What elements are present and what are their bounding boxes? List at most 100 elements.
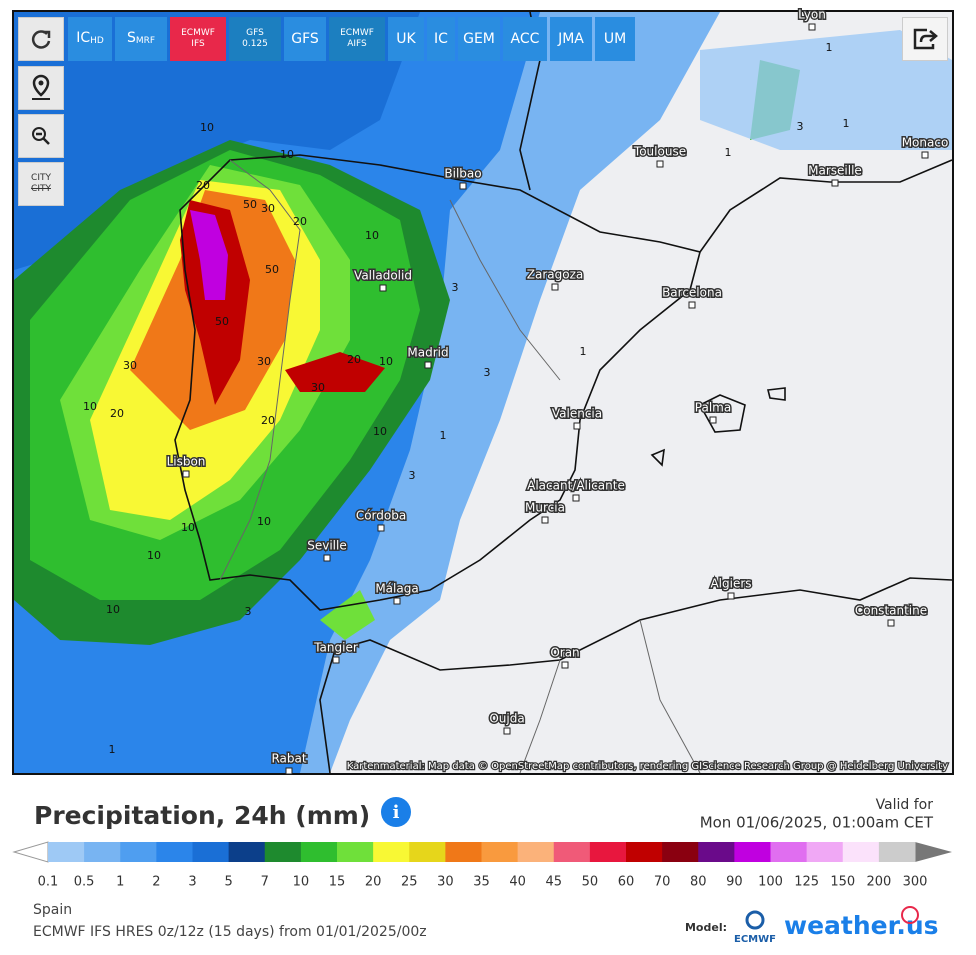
model-button[interactable]: ICHD xyxy=(68,17,112,61)
city-marker xyxy=(921,151,929,159)
city-label: Zaragoza xyxy=(527,268,583,282)
contour-label: 3 xyxy=(484,366,491,379)
colorbar-swatch xyxy=(84,842,121,862)
model-button[interactable]: UM xyxy=(595,17,635,61)
city-marker xyxy=(887,619,895,627)
reload-button[interactable] xyxy=(18,17,64,61)
colorbar-swatch xyxy=(878,842,916,862)
zoom-out-button[interactable] xyxy=(18,114,64,158)
legend-title: Precipitation, 24h (mm) xyxy=(34,801,370,830)
city-marker xyxy=(551,283,559,291)
contour-label: 3 xyxy=(245,605,252,618)
colorbar-swatch xyxy=(409,842,446,862)
model-button-line: AIFS xyxy=(347,39,367,49)
city-marker xyxy=(285,767,293,775)
city-marker xyxy=(688,301,696,309)
model-button-label: GFS xyxy=(291,31,319,47)
share-button[interactable] xyxy=(902,17,948,61)
contour-label: 30 xyxy=(261,202,275,215)
contour-label: 20 xyxy=(196,179,210,192)
model-button-label: UK xyxy=(396,32,415,46)
contour-label: 3 xyxy=(797,120,804,133)
attribution: Kartenmaterial: Map data © OpenStreetMap… xyxy=(347,761,948,772)
model-button[interactable]: ACC xyxy=(503,17,547,61)
city-label: Toulouse xyxy=(633,145,686,159)
colorbar-tick-label: 90 xyxy=(726,875,743,890)
city-label: Monaco xyxy=(902,136,949,150)
city-label: Palma xyxy=(695,401,731,415)
borders xyxy=(219,159,701,774)
brand-logo: weather.us xyxy=(784,911,939,940)
model-name: S xyxy=(126,29,136,46)
contour-label: 50 xyxy=(265,263,279,276)
city-marker xyxy=(377,524,385,532)
contour-label: 10 xyxy=(280,148,294,161)
colorbar-tick-label: 300 xyxy=(903,875,928,890)
city-off: CITY xyxy=(31,184,51,194)
city-label: Málaga xyxy=(375,582,418,596)
colorbar-tick-label: 80 xyxy=(690,875,707,890)
model-button[interactable]: GFS 0.125 xyxy=(229,17,281,61)
colorbar-tick-label: 60 xyxy=(618,875,635,890)
city-label: Valencia xyxy=(552,407,602,421)
location-button[interactable] xyxy=(18,66,64,110)
model-button[interactable]: SMRF xyxy=(115,17,167,61)
contour-label: 20 xyxy=(293,215,307,228)
model-button[interactable]: JMA xyxy=(550,17,592,61)
model-button-line: GFS xyxy=(246,28,264,38)
city-label: Algiers xyxy=(710,577,751,591)
colorbar-swatch xyxy=(517,842,555,862)
model-button[interactable]: ECMWF AIFS xyxy=(329,17,385,61)
contour-label: 30 xyxy=(123,359,137,372)
model-run: ECMWF IFS HRES 0z/12z (15 days) from 01/… xyxy=(33,924,427,940)
colorbar-swatch xyxy=(662,842,699,862)
colorbar-swatch xyxy=(373,842,410,862)
share-icon xyxy=(913,28,938,50)
model-button-label: UM xyxy=(603,31,627,47)
city-label: Bilbao xyxy=(444,167,481,181)
colorbar-swatch xyxy=(553,842,591,862)
location-icon xyxy=(32,74,50,100)
colorbar-swatch xyxy=(806,842,844,862)
model-suffix: MRF xyxy=(135,35,156,46)
model-button[interactable]: GEM xyxy=(458,17,500,61)
model-name: GEM xyxy=(463,31,495,47)
city-marker xyxy=(541,516,549,524)
city-toggle[interactable]: CITY CITY xyxy=(18,162,64,206)
model-button[interactable]: IC xyxy=(427,17,455,61)
region: Spain xyxy=(33,902,72,918)
model-button[interactable]: ECMWF IFS xyxy=(170,17,226,61)
model-name: GFS xyxy=(291,31,319,47)
city-label: Barcelona xyxy=(662,286,722,300)
model-suffix: HD xyxy=(90,35,104,46)
contour-label: 30 xyxy=(257,355,271,368)
model-name: ACC xyxy=(510,31,540,47)
colorbar-swatch xyxy=(48,842,85,862)
colorbar-tick-label: 150 xyxy=(830,875,855,890)
model-button-label: ICHD xyxy=(76,31,104,47)
contour-label: 3 xyxy=(409,469,416,482)
colorbar-tick-label: 20 xyxy=(365,875,382,890)
contour-label: 1 xyxy=(580,345,587,358)
colorbar-swatch xyxy=(337,842,374,862)
city-on: CITY xyxy=(31,173,51,183)
colorbar-swatch xyxy=(770,842,808,862)
city-marker xyxy=(561,661,569,669)
model-button-label: ACC xyxy=(510,31,540,47)
city-label: Constantine xyxy=(855,604,927,618)
model-button[interactable]: UK xyxy=(388,17,424,61)
info-icon[interactable] xyxy=(381,797,411,827)
colorbar-tick-label: 70 xyxy=(654,875,671,890)
city-marker xyxy=(808,23,816,31)
contour-label: 10 xyxy=(379,355,393,368)
city-marker xyxy=(332,656,340,664)
contour-label: 1 xyxy=(826,41,833,54)
colorbar-tick-label: 100 xyxy=(758,875,783,890)
city-label: Rabat xyxy=(271,752,306,766)
model-name: UM xyxy=(603,31,627,47)
contour-label: 3 xyxy=(452,281,459,294)
model-button[interactable]: GFS xyxy=(284,17,326,61)
contour-label: 30 xyxy=(311,381,325,394)
